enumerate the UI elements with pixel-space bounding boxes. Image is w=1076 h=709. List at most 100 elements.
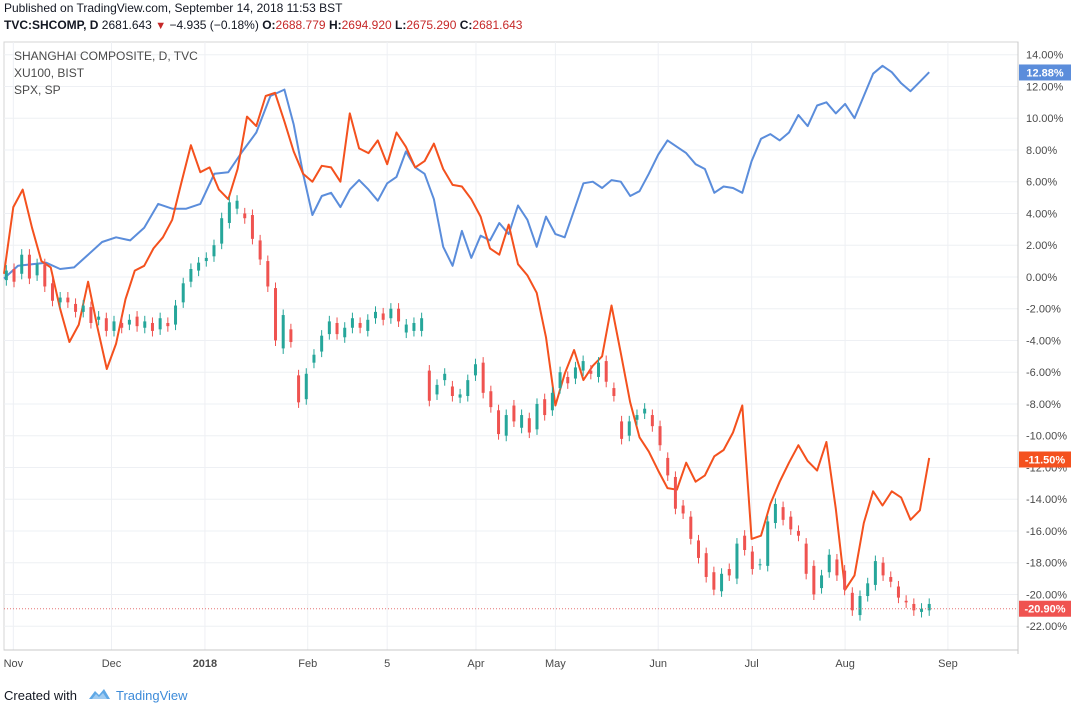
candle [20, 249, 24, 280]
close-label: C: [459, 18, 473, 32]
candle-body [512, 405, 516, 422]
candle [166, 317, 170, 332]
candle [235, 195, 239, 215]
candle-body [612, 388, 616, 397]
candle-body [281, 315, 285, 349]
candle-body [97, 316, 101, 320]
y-tick-label: -18.00% [1026, 558, 1067, 570]
y-tick-label: 2.00% [1026, 240, 1057, 252]
x-tick-label: May [545, 658, 566, 670]
candle [66, 292, 70, 308]
created-with-text: Created with [4, 688, 77, 703]
candle-body [404, 324, 408, 333]
symbol-label[interactable]: TVC:SHCOMP, D [4, 18, 99, 32]
x-tick-label: Apr [467, 658, 484, 670]
last-value-tag-label: -11.50% [1025, 455, 1066, 467]
candle-body [212, 245, 216, 257]
candle-body [320, 335, 324, 352]
candle-body [620, 421, 624, 439]
open-label: O: [262, 18, 276, 32]
candle [804, 538, 808, 580]
candle-body [604, 361, 608, 382]
y-tick-label: 0.00% [1026, 272, 1057, 284]
candle [373, 306, 377, 324]
x-tick-label: Nov [4, 658, 24, 670]
candle-body [889, 576, 893, 582]
candle [666, 452, 670, 481]
candle [858, 590, 862, 621]
candle [220, 212, 224, 250]
candle-body [166, 322, 170, 327]
candle [50, 277, 54, 307]
candles-shanghai-composite [4, 195, 931, 621]
comparison-chart[interactable]: 14.00% 12.00% 10.00% 8.00% 6.00% 4.00% 2.00% 0.… [0, 38, 1076, 680]
low-label: L: [395, 18, 407, 32]
candle [612, 382, 616, 402]
high-value: 2694.920 [341, 18, 392, 32]
candle-body [681, 505, 685, 514]
x-tick-label: Aug [835, 658, 855, 670]
down-arrow-icon: ▼ [155, 20, 167, 32]
legend-entry[interactable]: SPX, SP [14, 83, 61, 97]
candle [58, 292, 62, 308]
candle [227, 196, 231, 229]
candle-body [704, 553, 708, 577]
y-tick-label: 8.00% [1026, 145, 1057, 157]
tradingview-brand[interactable]: TradingView [116, 688, 188, 703]
candle-body [243, 213, 247, 219]
candle-body [120, 322, 124, 328]
candle [212, 239, 216, 262]
candle [274, 282, 278, 346]
candle-body [858, 596, 862, 616]
candle-body [481, 362, 485, 393]
high-label: H: [328, 18, 342, 32]
candle [927, 598, 931, 616]
candle [827, 549, 831, 578]
candle-body [904, 600, 908, 603]
candle [566, 371, 570, 389]
candle-body [58, 297, 62, 303]
candle-body [881, 562, 885, 576]
candle-body [104, 318, 108, 331]
candle-body [81, 305, 85, 312]
candle [812, 560, 816, 600]
candle-body [489, 391, 493, 408]
candle [712, 566, 716, 596]
plot-area [3, 41, 1019, 651]
y-tick-label: -14.00% [1026, 494, 1067, 506]
candle-body [335, 322, 339, 335]
candle [450, 380, 454, 402]
candle [412, 317, 416, 337]
candle-body [720, 573, 724, 592]
candle [627, 415, 631, 442]
tradingview-cloud-icon[interactable] [86, 686, 112, 702]
candle [4, 265, 8, 286]
candle-body [289, 329, 293, 343]
y-tick-label: 4.00% [1026, 208, 1057, 220]
candle-body [743, 535, 747, 550]
last-value-tag: 12.88% [1019, 64, 1071, 81]
candle-body [274, 288, 278, 341]
candle [81, 299, 85, 318]
legend-entry[interactable]: XU100, BIST [14, 66, 85, 80]
candle-body [781, 507, 785, 520]
candle [112, 315, 116, 337]
candle [820, 569, 824, 594]
candle-body [450, 386, 454, 397]
candle [543, 393, 547, 421]
legend-entry[interactable]: SHANGHAI COMPOSITE, D, TVC [14, 49, 198, 63]
candle [250, 209, 254, 245]
candle-body [827, 554, 831, 573]
quote-line: TVC:SHCOMP, D 2681.643 ▼ −4.935 (−0.18%)… [4, 18, 522, 32]
candle [850, 587, 854, 616]
candle [197, 257, 201, 277]
candle [12, 263, 16, 288]
candle-body [597, 362, 601, 377]
candle-body [896, 586, 900, 598]
candle [420, 312, 424, 337]
last-value-tag: -11.50% [1019, 451, 1071, 468]
candle [27, 249, 31, 285]
candle-body [127, 319, 131, 325]
candle [89, 301, 93, 329]
x-tick-label: Sep [938, 658, 958, 670]
